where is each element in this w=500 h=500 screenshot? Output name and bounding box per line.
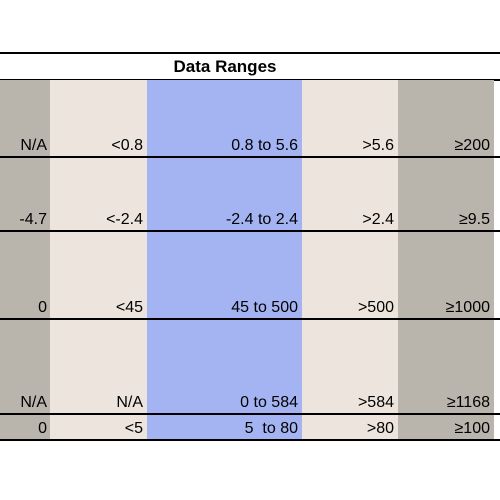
table-cell: 0 [38, 420, 47, 437]
table-row: N/A N/A 0 to 584 >584 ≥1168 [0, 320, 500, 415]
table-cell: >500 [357, 299, 394, 316]
table-row: N/A <0.8 0.8 to 5.6 >5.6 ≥200 [0, 80, 500, 158]
column-fill-1 [0, 80, 50, 439]
table-cell: ≥9.5 [458, 211, 490, 228]
table-row: 0 <45 45 to 500 >500 ≥1000 [0, 232, 500, 320]
table-cell: 45 to 500 [231, 299, 298, 316]
table-cell: ≥1000 [445, 299, 490, 316]
table-row: -4.7 <-2.4 -2.4 to 2.4 >2.4 ≥9.5 [0, 158, 500, 232]
sheet-title: Data Ranges [173, 57, 277, 76]
table-cell: 0 to 584 [240, 394, 298, 411]
table-cell: 5 to 80 [244, 420, 298, 437]
column-fill-4 [302, 80, 398, 439]
table-cell: -2.4 to 2.4 [225, 211, 298, 228]
row-divider [0, 230, 500, 232]
table-cell: >584 [357, 394, 394, 411]
table-cell: <45 [115, 299, 143, 316]
column-fill-3 [147, 80, 302, 439]
row-divider [0, 413, 500, 415]
table-cell: >5.6 [362, 137, 394, 154]
table-cell: >80 [366, 420, 394, 437]
table-cell: -4.7 [19, 211, 47, 228]
table-row: 0 <5 5 to 80 >80 ≥100 [0, 415, 500, 441]
top-border [0, 52, 500, 54]
table-cell: <-2.4 [106, 211, 143, 228]
table-cell: >2.4 [362, 211, 394, 228]
row-divider [0, 439, 500, 441]
row-divider [0, 156, 500, 158]
column-fill-2 [50, 80, 147, 439]
table-cell: ≥1168 [446, 394, 490, 411]
table-cell: ≥100 [454, 420, 490, 437]
table-cell: 0.8 to 5.6 [231, 137, 298, 154]
row-divider [0, 318, 500, 320]
table-cell: ≥200 [454, 137, 490, 154]
table-cell: N/A [20, 394, 47, 411]
table-cell: 0 [38, 299, 47, 316]
table-cell: <0.8 [111, 137, 143, 154]
table-cell: <5 [124, 420, 143, 437]
column-fill-5 [398, 80, 494, 439]
table-cell: N/A [20, 137, 47, 154]
table-cell: N/A [116, 394, 143, 411]
